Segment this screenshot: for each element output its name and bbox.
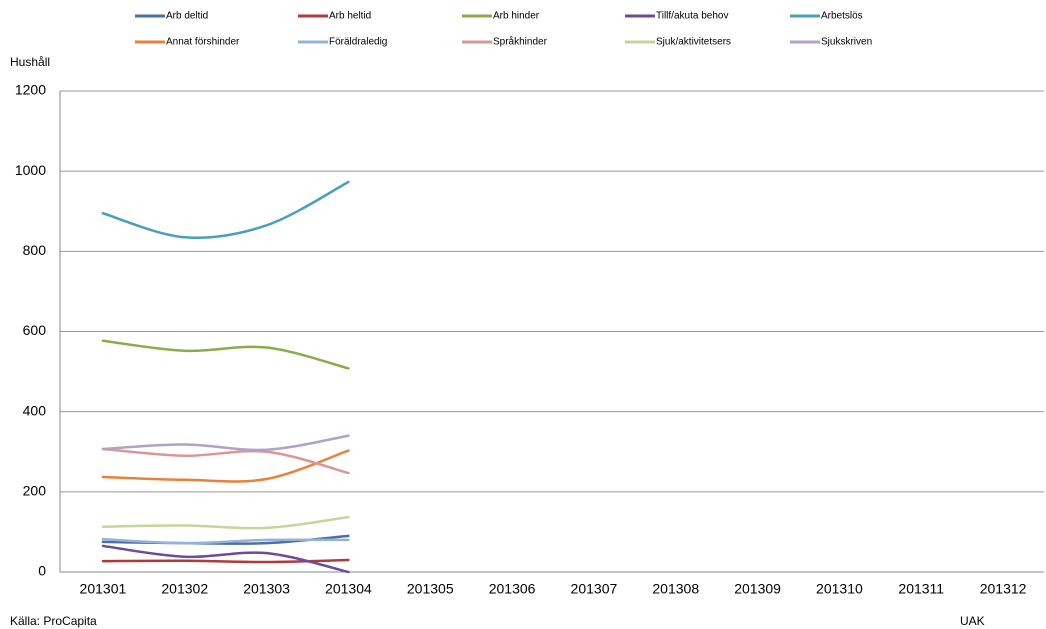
x-tick-label: 201301 xyxy=(80,581,127,597)
x-tick-label: 201307 xyxy=(571,581,618,597)
y-tick-label: 1200 xyxy=(15,82,46,98)
x-tick-label: 201306 xyxy=(489,581,536,597)
x-tick-label: 201312 xyxy=(980,581,1027,597)
y-tick-label: 1000 xyxy=(15,162,46,178)
source: Källa: ProCapita xyxy=(10,614,97,628)
legend-label: Språkhinder xyxy=(493,36,548,48)
legend-label: Föräldraledig xyxy=(329,37,387,48)
x-tick-label: 201310 xyxy=(816,581,863,597)
series-line xyxy=(101,515,350,530)
legend-label: Arbetslös xyxy=(821,11,863,22)
x-tick-label: 201308 xyxy=(652,581,699,597)
x-tick-label: 201302 xyxy=(161,581,208,597)
series-line xyxy=(101,537,350,545)
y-tick-label: 800 xyxy=(23,242,47,258)
y-tick-label: 400 xyxy=(23,402,47,418)
legend-label: Arb deltid xyxy=(166,11,208,22)
series-line xyxy=(101,447,350,475)
x-tick-label: 201303 xyxy=(243,581,290,597)
series-line xyxy=(101,434,350,452)
series-line xyxy=(101,449,350,483)
footer: UAK xyxy=(960,614,985,628)
y-tick-label: 200 xyxy=(23,483,47,499)
series-line xyxy=(101,339,350,370)
legend-label: Annat förshinder xyxy=(166,37,240,48)
y-tick-label: 0 xyxy=(38,563,46,579)
legend-label: Arb hinder xyxy=(493,11,540,22)
x-tick-label: 201304 xyxy=(325,581,372,597)
series-line xyxy=(101,558,350,564)
x-tick-label: 201305 xyxy=(407,581,454,597)
legend-label: Sjukskriven xyxy=(821,37,872,48)
y-tick-label: 600 xyxy=(23,322,47,338)
series-line xyxy=(101,180,350,239)
series-line xyxy=(101,544,350,574)
y-axis-title: Hushåll xyxy=(10,55,50,69)
x-tick-label: 201309 xyxy=(734,581,781,597)
legend-label: Arb heltid xyxy=(329,11,371,22)
legend-label: Tillf/akuta behov xyxy=(656,11,728,22)
legend-label: Sjuk/aktivitetsers xyxy=(656,37,731,48)
x-tick-label: 201311 xyxy=(898,581,944,597)
